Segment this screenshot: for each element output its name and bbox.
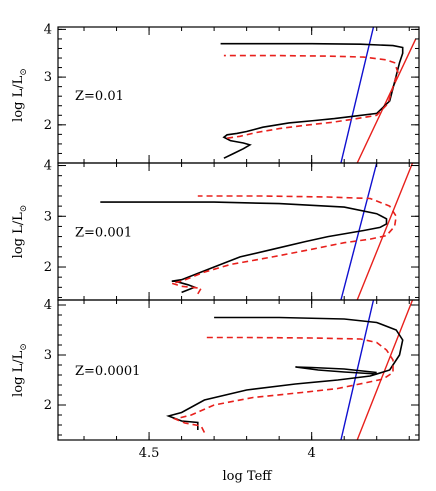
y-tick-label: 4 — [44, 159, 52, 174]
metallicity-label: Z=0.001 — [75, 226, 132, 241]
blue-edge-line — [340, 27, 375, 163]
track-dashed — [168, 195, 398, 295]
red-edge-line — [356, 300, 414, 440]
x-axis: 4.5 4 log Teff — [139, 446, 316, 484]
panel-2: 2 3 4 Z=0.001 log L/L⊙ — [11, 159, 420, 301]
track-solid — [100, 201, 388, 294]
y-axis-label-text: log L/L — [11, 75, 26, 121]
track-solid — [166, 316, 404, 430]
metallicity-label: Z=0.0001 — [75, 364, 140, 379]
y-tick-label: 2 — [44, 398, 52, 413]
y-axis-label: log L/L⊙ — [11, 205, 29, 259]
y-axis-label-text: log L/L — [11, 350, 26, 396]
y-axis-label: log L/L⊙ — [11, 68, 29, 122]
panel-3: 2 3 4 Z=0.0001 log L/L⊙ — [11, 298, 420, 441]
red-edge-line — [356, 163, 414, 300]
track-solid-loop — [295, 366, 377, 375]
x-tick-label: 4 — [308, 446, 316, 461]
panel-frame — [57, 299, 420, 441]
y-tick-label: 4 — [44, 298, 52, 313]
red-edge-line — [356, 38, 417, 163]
sun-symbol: ⊙ — [19, 68, 29, 76]
y-tick-label: 2 — [44, 260, 52, 275]
track-solid — [220, 42, 404, 159]
y-axis-label: log L/L⊙ — [11, 343, 29, 397]
y-tick-label: 3 — [44, 348, 52, 363]
x-tick-label: 4.5 — [139, 446, 160, 461]
metallicity-label: Z=0.01 — [75, 89, 124, 104]
track-dashed — [223, 54, 399, 139]
x-axis-label: log Teff — [222, 469, 273, 484]
sun-symbol: ⊙ — [19, 205, 29, 213]
y-tick-label: 2 — [44, 118, 52, 133]
y-axis-label-text: log L/L — [11, 212, 26, 258]
track-dashed — [172, 336, 394, 433]
y-tick-label: 3 — [44, 70, 52, 85]
y-tick-label: 3 — [44, 209, 52, 224]
y-tick-label: 4 — [44, 22, 52, 37]
sun-symbol: ⊙ — [19, 343, 29, 351]
panel-1: 2 3 4 Z=0.01 log L/L⊙ — [11, 22, 420, 164]
